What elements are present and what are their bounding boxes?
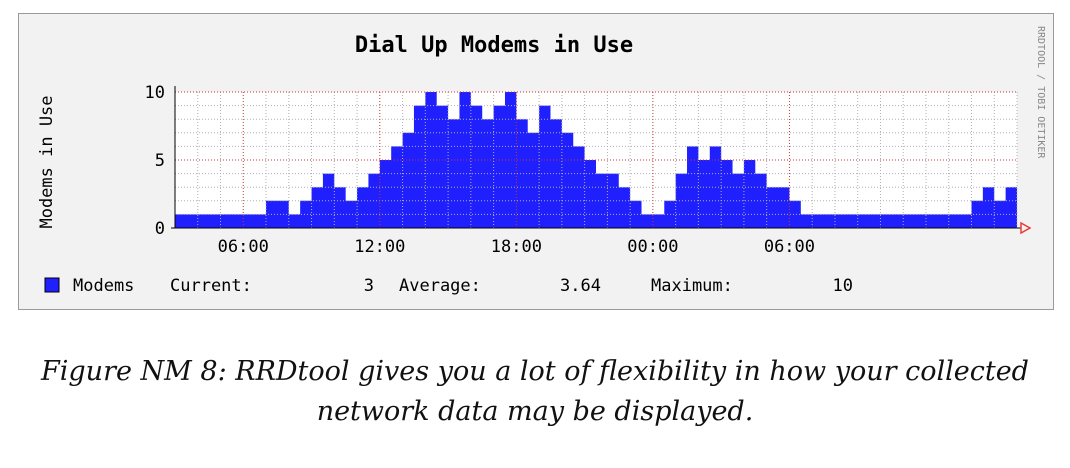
figure-caption: Figure NM 8: RRDtool gives you a lot of … (20, 352, 1050, 432)
current-label: Current: (170, 276, 252, 296)
legend-swatch-modems (44, 277, 60, 293)
x-tick-label: 12:00 (354, 237, 405, 257)
chart-svg: Dial Up Modems in Use Modems in Use RRDT… (37, 26, 1046, 296)
x-tick-label: 06:00 (218, 237, 269, 257)
legend: Modems Current: 3 Average: 3.64 Maximum:… (44, 276, 853, 296)
y-tick-label: 5 (155, 151, 165, 171)
caption-line-2: network data may be displayed. (316, 396, 754, 427)
current-value: 3 (364, 276, 374, 296)
rrd-graph: Dial Up Modems in Use Modems in Use RRDT… (18, 13, 1054, 310)
rrdtool-watermark: RRDTOOL / TOBI OETIKER (1035, 26, 1046, 159)
y-tick-label: 10 (145, 83, 165, 103)
legend-series-label: Modems (73, 276, 134, 296)
average-value: 3.64 (560, 276, 601, 296)
maximum-value: 10 (833, 276, 853, 296)
y-axis-label: Modems in Use (37, 95, 57, 228)
x-tick-label: 18:00 (491, 237, 542, 257)
x-axis-arrow-icon (1020, 221, 1032, 235)
x-tick-label: 06:00 (764, 237, 815, 257)
y-tick-label: 0 (155, 219, 165, 239)
average-label: Average: (399, 276, 481, 296)
x-tick-label: 00:00 (627, 237, 678, 257)
maximum-label: Maximum: (651, 276, 733, 296)
plot-area: 0 5 10 06:00 12:00 18:00 00:00 06:00 (145, 83, 1032, 257)
caption-line-1: Figure NM 8: RRDtool gives you a lot of … (41, 356, 1029, 387)
chart-title: Dial Up Modems in Use (355, 33, 633, 58)
